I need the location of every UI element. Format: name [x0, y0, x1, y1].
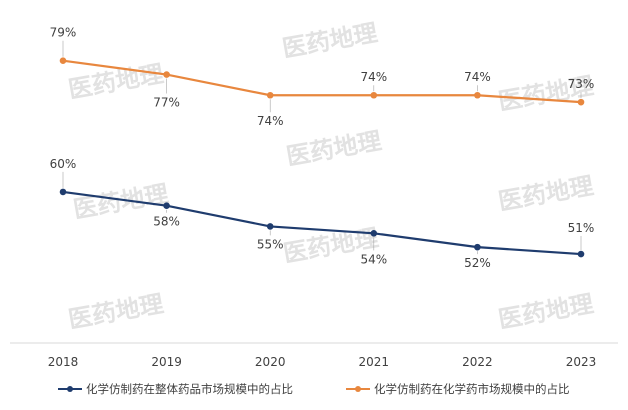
watermark-text: 医药地理	[496, 172, 595, 216]
series-0-point-2	[266, 223, 274, 230]
series-0-data-label-3: 54%	[360, 252, 387, 266]
series-1-point-2	[266, 91, 274, 99]
series-1-data-label-3: 74%	[360, 70, 387, 84]
series-layer	[59, 57, 585, 258]
series-1-point-0	[59, 57, 67, 65]
series-1-data-label-2: 74%	[257, 114, 284, 128]
x-tick-label-5: 2023	[566, 355, 597, 369]
watermark-text: 医药地理	[280, 19, 379, 63]
series-0-data-label-2: 55%	[257, 237, 284, 251]
series-1-point-5	[577, 98, 585, 106]
legend: 化学仿制药在整体药品市场规模中的占比 化学仿制药在化学药市场规模中的占比	[58, 382, 570, 396]
series-0-point-3	[370, 230, 378, 237]
legend-label-0: 化学仿制药在整体药品市场规模中的占比	[86, 382, 293, 396]
series-0-point-1	[163, 202, 170, 210]
x-tick-layer: 2018 2019 2020 2021 2022 2023	[48, 355, 597, 369]
data-label-layer: 60% 58% 55% 54% 52% 51% 79% 77% 74% 74% 74% 73%	[50, 26, 595, 270]
x-tick-label-3: 2021	[359, 355, 390, 369]
series-1-data-label-4: 74%	[464, 70, 491, 84]
watermark-text: 医药地理	[66, 60, 165, 104]
watermark-text: 医药地理	[496, 290, 595, 334]
x-tick-label-2: 2020	[255, 355, 286, 369]
series-line-1	[62, 59, 582, 104]
series-0-data-label-1: 58%	[153, 215, 180, 229]
series-line-0	[62, 190, 582, 256]
series-0-data-label-0: 60%	[50, 157, 77, 171]
series-1-point-4	[474, 91, 481, 99]
series-0-data-label-5: 51%	[568, 221, 595, 235]
watermark-text: 医药地理	[284, 127, 383, 171]
legend-swatch-marker-1	[355, 386, 361, 392]
series-0-point-4	[474, 243, 481, 251]
watermark-text: 医药地理	[66, 290, 165, 334]
series-1-data-label-5: 73%	[568, 77, 595, 91]
legend-label-1: 化学仿制药在化学药市场规模中的占比	[374, 382, 570, 396]
x-tick-label-1: 2019	[151, 355, 182, 369]
legend-swatch-marker-0	[67, 386, 73, 392]
x-tick-label-4: 2022	[462, 355, 493, 369]
series-0-point-5	[577, 250, 585, 258]
series-0-point-0	[59, 188, 67, 196]
series-1-data-label-0: 79%	[50, 26, 77, 40]
series-1-point-1	[163, 71, 170, 78]
series-1-data-label-1: 77%	[153, 96, 180, 110]
series-0-data-label-4: 52%	[464, 256, 491, 270]
x-tick-label-0: 2018	[48, 355, 79, 369]
series-1-point-3	[370, 91, 378, 99]
